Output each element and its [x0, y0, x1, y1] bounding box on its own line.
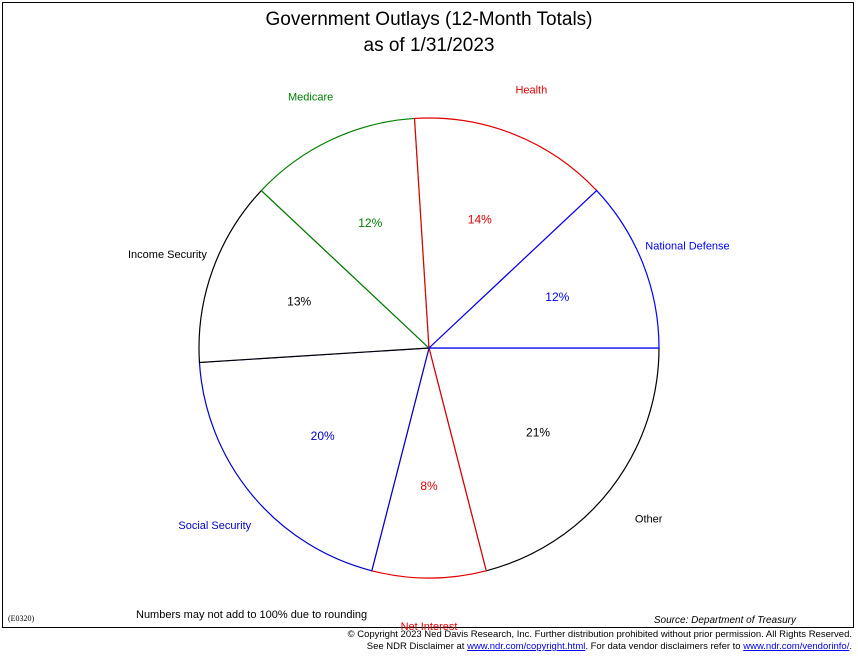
pie-category-label: Medicare	[288, 91, 333, 103]
pie-slice-net-interest	[371, 347, 487, 579]
chart-code: (E0320)	[8, 614, 35, 623]
pie-category-label: Social Security	[178, 520, 251, 532]
disclaimer-text-mid: . For data vendor disclaimers refer to	[585, 641, 744, 652]
pie-slice-social-security	[198, 347, 430, 572]
pie-percent-label: 12%	[545, 290, 569, 304]
source-note: Source: Department of Treasury	[653, 615, 796, 626]
pie-slice-national-defense	[427, 189, 660, 349]
pie-category-label: National Defense	[645, 241, 729, 253]
pie-percent-label: 8%	[420, 479, 438, 493]
pie-category-label: Net Interest	[401, 621, 458, 633]
chart-title: Government Outlays (12-Month Totals)	[265, 9, 593, 30]
pie-percent-labels: 21% 8% 20% 13% 12% 14% 12%	[287, 213, 569, 493]
rounding-note: Numbers may not add to 100% due to round…	[136, 609, 368, 621]
disclaimer-text-end: .	[849, 641, 852, 652]
pie-slice-medicare	[260, 117, 430, 350]
pie-percent-label: 20%	[311, 429, 335, 443]
pie-percent-label: 14%	[468, 213, 492, 227]
disclaimer-text: See NDR Disclaimer at	[366, 641, 468, 652]
disclaimer-line: See NDR Disclaimer at www.ndr.com/copyri…	[367, 641, 852, 652]
pie-percent-label: 13%	[287, 294, 311, 308]
pie-wedges	[198, 117, 660, 579]
pie-slice-other	[428, 347, 660, 572]
pie-slice-health	[413, 117, 598, 350]
vendor-info-link[interactable]: www.ndr.com/vendorinfo/	[743, 641, 850, 652]
chart-frame	[2, 2, 854, 628]
copyright-link[interactable]: www.ndr.com/copyright.html	[467, 641, 586, 652]
copyright-line: © Copyright 2023 Ned Davis Research, Inc…	[347, 629, 852, 640]
pie-category-label: Income Security	[128, 249, 207, 261]
pie-category-label: Other	[635, 513, 663, 525]
chart-subtitle: as of 1/31/2023	[363, 35, 495, 56]
pie-percent-label: 21%	[526, 426, 550, 440]
pie-category-labels: Other Net Interest Social Security Income S…	[128, 85, 730, 633]
pie-category-label: Health	[515, 85, 547, 97]
pie-percent-label: 12%	[358, 216, 382, 230]
pie-slice-income-security	[198, 189, 431, 364]
